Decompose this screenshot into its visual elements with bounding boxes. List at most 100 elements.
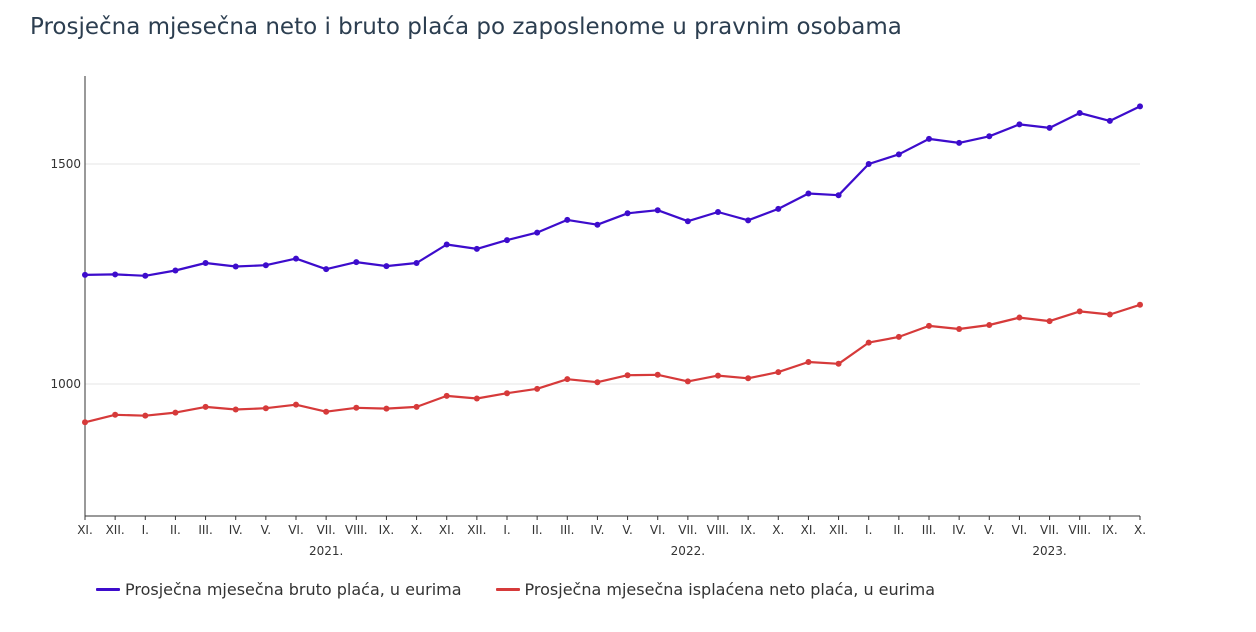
data-point — [353, 259, 360, 266]
x-tick-label: VII. — [678, 523, 697, 537]
data-point — [202, 403, 209, 410]
data-point — [564, 216, 571, 223]
x-tick-label: IX. — [740, 523, 756, 537]
data-point — [232, 263, 239, 270]
legend-item-bruto[interactable]: Prosječna mjesečna bruto plaća, u eurima — [96, 580, 462, 599]
data-point — [473, 395, 480, 402]
data-point — [202, 260, 209, 266]
data-point — [1076, 109, 1083, 116]
x-tick-label: VII. — [1040, 523, 1059, 537]
x-year-label: 2021. — [309, 544, 343, 558]
data-point — [383, 263, 390, 270]
data-point — [1076, 308, 1083, 315]
x-tick-label: X. — [1134, 523, 1146, 537]
data-point — [443, 241, 450, 248]
x-tick-label: VIII. — [1068, 523, 1091, 537]
data-point — [323, 266, 330, 273]
data-point — [1106, 117, 1113, 124]
data-point — [745, 217, 752, 224]
data-point — [262, 405, 269, 412]
data-point — [895, 333, 902, 340]
chart-title: Prosječna mjesečna neto i bruto plaća po… — [30, 14, 902, 40]
x-tick-label: IX. — [1102, 523, 1118, 537]
data-point — [835, 360, 842, 367]
data-point — [443, 392, 450, 399]
data-point — [986, 133, 993, 140]
data-point — [262, 262, 269, 269]
data-point — [1046, 318, 1053, 325]
x-tick-label: IX. — [379, 523, 395, 537]
data-point — [172, 409, 179, 416]
data-point — [715, 372, 721, 379]
x-tick-label: XI. — [77, 523, 93, 537]
data-point — [745, 375, 752, 382]
data-point — [956, 326, 963, 332]
data-point — [715, 208, 721, 215]
data-point — [82, 271, 88, 278]
x-tick-label: XI. — [801, 523, 817, 537]
series-line-1 — [84, 303, 1141, 424]
x-tick-label: XII. — [467, 523, 486, 537]
data-point — [1046, 124, 1053, 131]
data-point — [835, 192, 842, 199]
x-tick-label: II. — [893, 523, 904, 537]
data-point — [383, 405, 390, 412]
data-point — [865, 161, 872, 167]
data-point — [1137, 301, 1143, 308]
data-point — [293, 401, 299, 408]
data-point — [654, 207, 661, 214]
legend-swatch-bruto — [96, 588, 120, 591]
data-point — [775, 205, 782, 212]
data-point — [534, 385, 541, 392]
x-year-label: 2023. — [1032, 544, 1066, 558]
data-point — [534, 229, 541, 236]
data-point — [142, 412, 149, 419]
data-point — [775, 369, 782, 376]
x-tick-label: VIII. — [707, 523, 730, 537]
legend-swatch-neto — [495, 588, 520, 591]
x-tick-label: VIII. — [345, 523, 368, 537]
x-tick-label: V. — [261, 523, 271, 537]
data-point — [413, 403, 420, 410]
series-layer — [82, 103, 1143, 426]
tick-labels: 1000 1500 XI. XII. I. II. III. IV. V. VI. VII. VIII… — [50, 157, 1146, 558]
data-point — [142, 272, 149, 279]
x-tick-label: I. — [865, 523, 872, 537]
x-tick-label: III. — [198, 523, 212, 537]
data-point — [504, 237, 510, 244]
x-tick-label: II. — [532, 523, 543, 537]
data-point — [624, 210, 631, 217]
data-point — [112, 271, 119, 278]
y-tick-label: 1000 — [50, 377, 81, 391]
data-point — [1106, 311, 1113, 318]
x-tick-label: VI. — [288, 523, 304, 537]
x-tick-label: XII. — [106, 523, 125, 537]
x-tick-label: III. — [922, 523, 936, 537]
x-tick-label: III. — [560, 523, 574, 537]
x-tick-label: X. — [772, 523, 784, 537]
data-point — [684, 378, 691, 385]
data-point — [654, 371, 661, 378]
data-point — [323, 408, 330, 415]
data-point — [293, 255, 299, 262]
x-tick-label: XI. — [439, 523, 455, 537]
data-point — [986, 322, 993, 329]
data-point — [172, 267, 179, 274]
legend: Prosječna mjesečna bruto plaća, u eurima… — [96, 580, 935, 599]
data-point — [473, 245, 480, 252]
data-point — [865, 339, 872, 346]
data-point — [805, 190, 812, 197]
legend-item-neto[interactable]: Prosječna mjesečna isplaćena neto plaća,… — [495, 580, 935, 599]
data-point — [564, 376, 571, 383]
data-point — [895, 151, 902, 158]
data-point — [413, 260, 420, 266]
x-tick-label: V. — [622, 523, 632, 537]
data-point — [684, 218, 691, 225]
legend-label-bruto: Prosječna mjesečna bruto plaća, u eurima — [125, 580, 462, 599]
x-tick-label: II. — [170, 523, 181, 537]
x-year-label: 2022. — [671, 544, 705, 558]
data-point — [594, 221, 601, 228]
x-tick-label: VI. — [650, 523, 666, 537]
data-point — [1016, 314, 1023, 321]
